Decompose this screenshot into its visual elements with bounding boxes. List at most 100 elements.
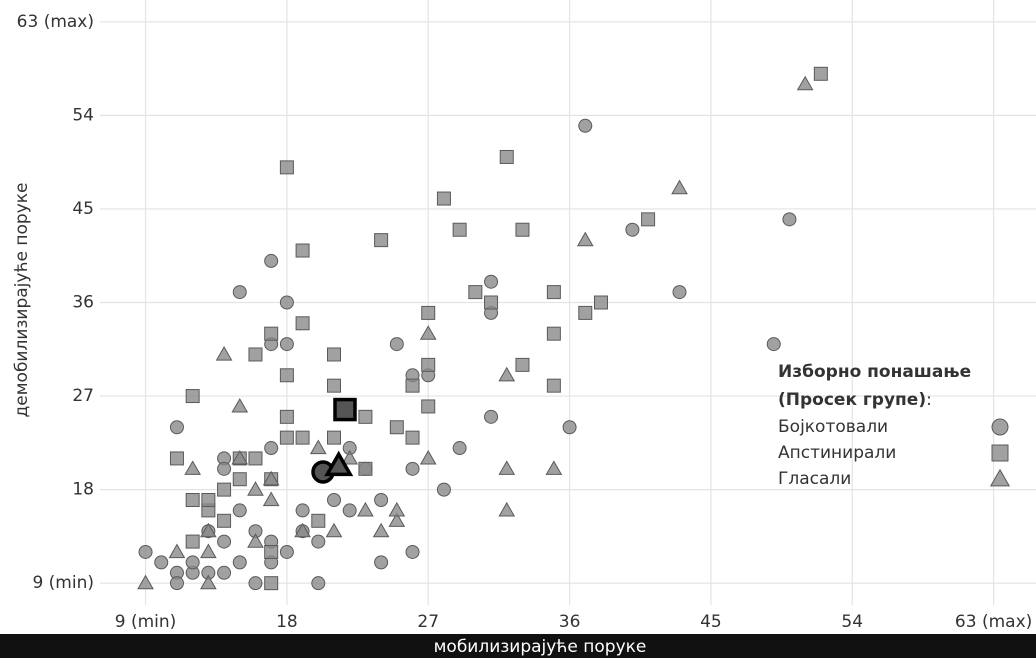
legend-label: Апстинирали [778,443,896,463]
point [295,430,310,445]
point [419,325,437,340]
point [185,534,200,549]
point [232,503,247,518]
point [247,533,264,548]
x-tick-label: 54 [841,612,863,632]
point [264,441,279,456]
point [327,430,341,445]
point [389,420,404,435]
point [169,576,184,591]
point [357,501,374,517]
x-tick-label: 9 (min) [115,612,177,632]
point [217,461,232,476]
point [279,544,294,559]
legend-label: Гласали [778,469,851,489]
point [452,441,467,456]
point [374,493,389,508]
point [327,378,341,393]
y-tick-label: 9 (min) [32,573,94,593]
legend-title-part: (Просек групе) [778,390,926,410]
point [545,460,563,475]
legend-title-part: : [926,390,932,410]
point [217,513,232,528]
point [813,66,828,81]
point [279,409,294,424]
point [247,481,264,496]
point [279,337,294,352]
point [388,512,406,527]
point [295,503,310,518]
point [671,179,688,195]
point [215,345,233,361]
point [452,222,467,237]
point [264,253,279,268]
point [672,285,687,300]
y-tick-label: 63 (max) [17,12,94,32]
y-tick-label: 36 [72,293,94,313]
point [311,513,326,528]
point [578,118,593,133]
point [279,160,294,175]
point [641,212,656,227]
point [232,285,247,300]
point [498,366,516,382]
point [169,420,184,435]
point [358,409,373,424]
point [421,399,436,414]
point [421,305,436,320]
point [421,357,436,372]
point [388,501,406,517]
point [405,461,420,476]
y-tick-label: 45 [72,199,94,219]
point [217,482,232,497]
point [309,439,327,455]
point [217,565,232,580]
point [498,501,516,517]
point [185,555,200,570]
point [138,544,153,559]
point [515,222,530,237]
point [295,243,310,258]
legend-symbol [989,468,1011,487]
point [484,409,499,424]
point [279,295,294,310]
point [372,522,390,538]
point [546,378,561,393]
y-tick-label: 27 [72,386,94,406]
point [185,493,200,508]
point [468,285,483,300]
point [232,472,247,487]
x-axis-label: мобилизирајуће поруке [434,637,647,657]
point [279,430,294,445]
point [248,576,263,591]
legend-title: Изборно понашање [778,362,971,382]
point [264,326,279,341]
legend-symbol [991,418,1009,436]
legend-symbol [991,444,1009,462]
point [248,347,263,362]
point [436,191,451,206]
legend-title: (Просек групе): [778,390,932,410]
point [232,555,247,570]
group-mean [324,450,354,477]
point [498,460,516,475]
point [436,482,451,497]
point [405,378,420,393]
point [184,460,201,475]
point [262,470,280,486]
point [515,357,530,372]
point [231,449,249,465]
point [279,368,294,383]
point [169,451,184,466]
y-axis-label: демобилизирајуће поруке [12,182,32,417]
point [796,75,814,91]
x-tick-label: 27 [417,612,439,632]
point [200,574,217,590]
caption-bar [0,634,1036,658]
point [311,534,326,549]
point [294,522,311,538]
point [217,534,232,549]
point [578,305,593,320]
